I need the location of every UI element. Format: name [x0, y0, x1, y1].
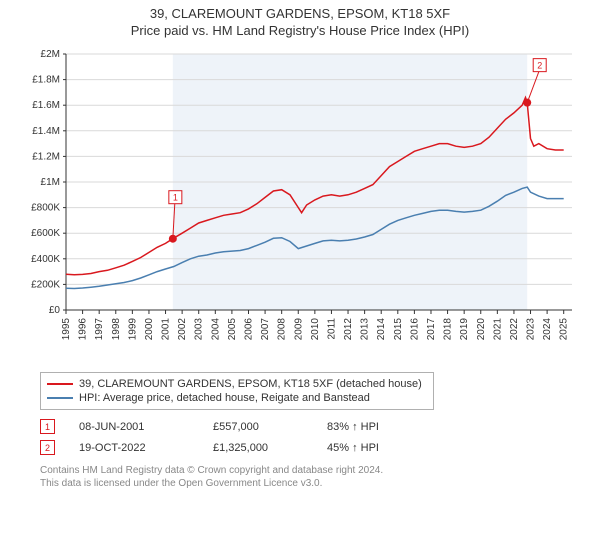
- sales-row: 2 19-OCT-2022 £1,325,000 45% ↑ HPI: [40, 437, 580, 458]
- chart-svg: £0 £200K £400K £600K £800K £1M £1.2M £1.4M £1.6M…: [20, 44, 580, 364]
- legend-swatch: [47, 397, 73, 399]
- legend-row: 39, CLAREMOUNT GARDENS, EPSOM, KT18 5XF …: [47, 377, 427, 391]
- x-tick-label: 2001: [161, 318, 172, 341]
- x-tick-label: 2014: [376, 318, 387, 341]
- y-tick-label: £400K: [31, 254, 60, 265]
- chart: £0 £200K £400K £600K £800K £1M £1.2M £1.4M £1.6M…: [20, 44, 580, 364]
- x-tick-label: 2015: [393, 318, 404, 341]
- legend-label: HPI: Average price, detached house, Reig…: [79, 392, 370, 404]
- title-block: 39, CLAREMOUNT GARDENS, EPSOM, KT18 5XF …: [0, 0, 600, 38]
- sale-price: £1,325,000: [213, 442, 303, 454]
- x-tick-label: 2025: [559, 318, 570, 341]
- legend-row: HPI: Average price, detached house, Reig…: [47, 391, 427, 405]
- x-tick-label: 2017: [426, 318, 437, 341]
- y-tick-label: £1.8M: [32, 75, 60, 86]
- y-tick-label: £1M: [41, 177, 60, 188]
- sale-marker-dot: [169, 235, 177, 243]
- sale-hpi: 83% ↑ HPI: [327, 421, 417, 433]
- x-tick-label: 2012: [343, 318, 354, 341]
- sales-row: 1 08-JUN-2001 £557,000 83% ↑ HPI: [40, 416, 580, 437]
- sale-date: 08-JUN-2001: [79, 421, 189, 433]
- y-tick-label: £1.4M: [32, 126, 60, 137]
- x-tick-label: 2000: [144, 318, 155, 341]
- sale-marker-icon: 2: [40, 440, 55, 455]
- x-tick-label: 2002: [177, 318, 188, 341]
- x-tick-label: 2022: [509, 318, 520, 341]
- x-tick-label: 2003: [194, 318, 205, 341]
- sale-date: 19-OCT-2022: [79, 442, 189, 454]
- title-subtitle: Price paid vs. HM Land Registry's House …: [0, 23, 600, 38]
- x-tick-label: 2013: [360, 318, 371, 341]
- sale-marker-icon: 1: [40, 419, 55, 434]
- x-tick-label: 2009: [293, 318, 304, 341]
- legend-label: 39, CLAREMOUNT GARDENS, EPSOM, KT18 5XF …: [79, 378, 422, 390]
- y-tick-label: £1.2M: [32, 151, 60, 162]
- x-tick-label: 2016: [409, 318, 420, 341]
- x-tick-label: 2018: [443, 318, 454, 341]
- x-tick-label: 1996: [78, 318, 89, 341]
- y-tick-label: £0: [49, 305, 61, 316]
- y-tick-label: £600K: [31, 228, 60, 239]
- sales-table: 1 08-JUN-2001 £557,000 83% ↑ HPI 2 19-OCT-202…: [40, 416, 580, 458]
- y-tick-label: £1.6M: [32, 100, 60, 111]
- footnote-line2: This data is licensed under the Open Gov…: [40, 477, 580, 490]
- x-tick-label: 2020: [476, 318, 487, 341]
- sale-price: £557,000: [213, 421, 303, 433]
- x-tick-label: 1999: [127, 318, 138, 341]
- sale-marker-number: 1: [173, 193, 178, 203]
- x-tick-label: 2024: [542, 318, 553, 341]
- sale-hpi: 45% ↑ HPI: [327, 442, 417, 454]
- x-tick-label: 2004: [210, 318, 221, 341]
- x-tick-label: 2011: [326, 318, 337, 340]
- y-tick-label: £2M: [41, 49, 60, 60]
- footnote: Contains HM Land Registry data © Crown c…: [40, 464, 580, 490]
- x-tick-label: 1997: [94, 318, 105, 341]
- x-tick-label: 2010: [310, 318, 321, 341]
- sale-marker-dot: [523, 99, 531, 107]
- x-tick-label: 1995: [61, 318, 72, 341]
- sale-marker-number: 2: [537, 61, 542, 71]
- title-address: 39, CLAREMOUNT GARDENS, EPSOM, KT18 5XF: [0, 6, 600, 21]
- x-tick-label: 2023: [526, 318, 537, 341]
- x-tick-label: 2005: [227, 318, 238, 341]
- x-tick-label: 2008: [277, 318, 288, 341]
- x-tick-label: 2021: [492, 318, 503, 341]
- legend: 39, CLAREMOUNT GARDENS, EPSOM, KT18 5XF …: [40, 372, 434, 410]
- y-tick-label: £800K: [31, 203, 60, 214]
- x-tick-label: 2007: [260, 318, 271, 341]
- legend-swatch: [47, 383, 73, 385]
- x-tick-label: 2006: [243, 318, 254, 341]
- x-tick-label: 1998: [111, 318, 122, 341]
- footnote-line1: Contains HM Land Registry data © Crown c…: [40, 464, 580, 477]
- x-tick-label: 2019: [459, 318, 470, 341]
- y-tick-label: £200K: [31, 279, 60, 290]
